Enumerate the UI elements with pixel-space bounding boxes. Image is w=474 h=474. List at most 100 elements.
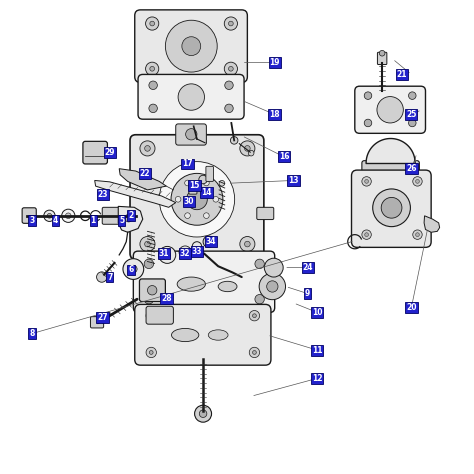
Text: 32: 32 [180, 249, 191, 258]
Circle shape [123, 259, 144, 279]
Text: 22: 22 [140, 169, 150, 178]
Circle shape [185, 213, 191, 219]
FancyBboxPatch shape [138, 74, 244, 119]
Circle shape [267, 281, 278, 292]
Text: 4: 4 [53, 216, 58, 225]
Circle shape [97, 272, 107, 282]
Polygon shape [95, 181, 176, 207]
Text: 1: 1 [91, 216, 96, 225]
Circle shape [206, 239, 211, 244]
Circle shape [185, 180, 191, 186]
Ellipse shape [177, 277, 205, 291]
Polygon shape [119, 169, 166, 190]
FancyBboxPatch shape [83, 141, 108, 164]
Circle shape [245, 146, 250, 151]
Text: 3: 3 [29, 216, 35, 225]
Text: 25: 25 [406, 110, 417, 119]
Circle shape [159, 246, 176, 264]
Circle shape [149, 104, 157, 113]
Circle shape [195, 405, 211, 422]
Circle shape [164, 252, 171, 258]
Circle shape [213, 197, 219, 202]
FancyBboxPatch shape [135, 304, 271, 365]
Text: 10: 10 [312, 308, 322, 317]
Circle shape [230, 137, 238, 144]
Text: 16: 16 [279, 153, 289, 161]
Circle shape [203, 213, 209, 219]
FancyBboxPatch shape [176, 124, 206, 145]
FancyBboxPatch shape [135, 10, 247, 82]
Circle shape [183, 250, 188, 255]
Text: 14: 14 [201, 188, 211, 197]
Circle shape [377, 97, 403, 123]
Circle shape [253, 314, 256, 318]
Circle shape [249, 310, 260, 321]
Ellipse shape [172, 328, 199, 342]
Text: 23: 23 [98, 190, 108, 199]
Circle shape [145, 241, 150, 247]
Circle shape [362, 177, 371, 186]
Circle shape [47, 213, 52, 218]
Circle shape [249, 347, 260, 357]
Ellipse shape [208, 330, 228, 340]
Circle shape [44, 210, 55, 221]
Circle shape [413, 177, 422, 186]
Text: 20: 20 [406, 303, 417, 312]
Circle shape [65, 213, 71, 219]
Circle shape [159, 162, 235, 237]
Text: 33: 33 [191, 246, 202, 255]
Circle shape [245, 241, 250, 247]
Circle shape [187, 189, 207, 210]
Text: 27: 27 [97, 313, 108, 321]
Circle shape [144, 259, 154, 269]
Circle shape [144, 294, 154, 304]
FancyBboxPatch shape [257, 207, 274, 219]
Circle shape [146, 17, 159, 30]
FancyBboxPatch shape [22, 208, 36, 223]
Circle shape [146, 62, 159, 75]
FancyBboxPatch shape [206, 166, 213, 182]
Text: 9: 9 [305, 289, 310, 298]
Circle shape [259, 273, 285, 300]
Circle shape [225, 81, 233, 90]
Text: 17: 17 [182, 159, 193, 168]
Circle shape [228, 21, 233, 26]
Circle shape [381, 197, 402, 218]
Text: 19: 19 [269, 58, 280, 67]
Text: 5: 5 [119, 216, 124, 225]
Circle shape [264, 258, 283, 277]
Circle shape [203, 180, 209, 186]
Text: 24: 24 [302, 263, 313, 272]
Circle shape [145, 146, 150, 151]
Polygon shape [118, 206, 143, 232]
Circle shape [140, 141, 155, 156]
Circle shape [199, 410, 207, 418]
Circle shape [362, 230, 371, 239]
Circle shape [149, 314, 153, 318]
FancyBboxPatch shape [362, 161, 419, 176]
Circle shape [149, 81, 157, 90]
FancyBboxPatch shape [130, 135, 264, 259]
Circle shape [179, 246, 191, 258]
Circle shape [147, 285, 157, 295]
Circle shape [62, 209, 75, 222]
Circle shape [140, 237, 155, 252]
Circle shape [416, 180, 419, 183]
Circle shape [129, 265, 137, 273]
Text: 21: 21 [397, 70, 407, 79]
Circle shape [224, 62, 237, 75]
Circle shape [225, 104, 233, 113]
Circle shape [199, 175, 207, 184]
Circle shape [253, 351, 256, 355]
Ellipse shape [221, 265, 234, 273]
FancyBboxPatch shape [189, 183, 197, 194]
Text: 11: 11 [312, 346, 322, 355]
Text: 18: 18 [269, 110, 280, 119]
Circle shape [224, 17, 237, 30]
Circle shape [149, 351, 153, 355]
Text: 29: 29 [105, 148, 115, 157]
Circle shape [255, 294, 264, 304]
Text: 26: 26 [406, 164, 417, 173]
Text: 34: 34 [206, 237, 216, 246]
Circle shape [379, 50, 385, 56]
